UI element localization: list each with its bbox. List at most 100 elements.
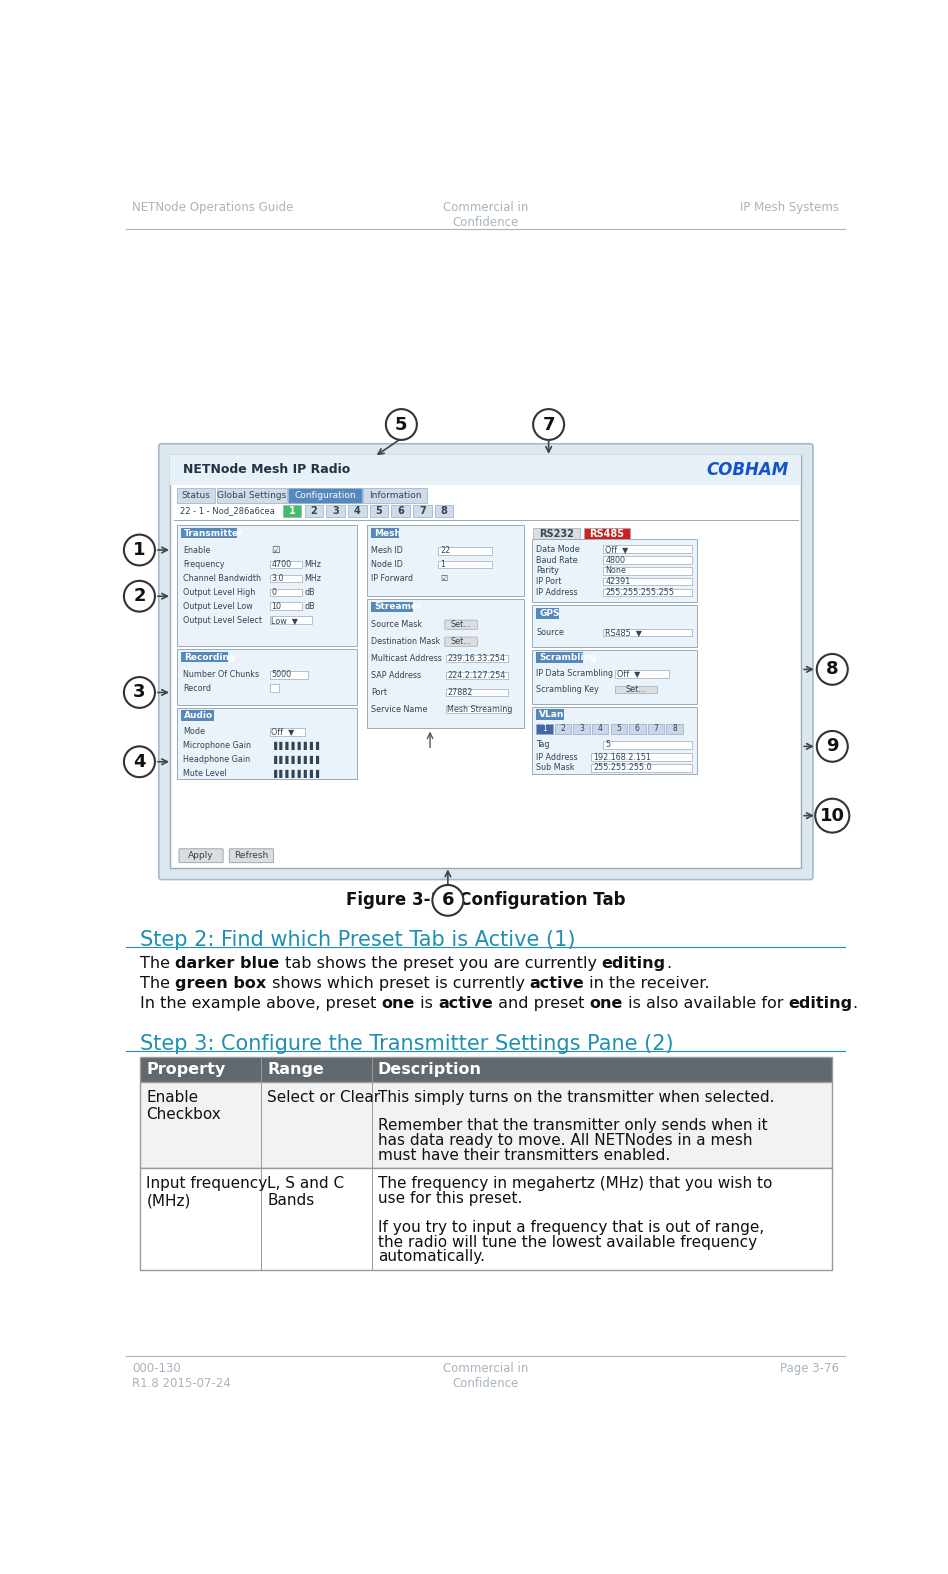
Text: 9: 9 — [826, 737, 839, 756]
Text: Step 3: Configure the Transmitter Settings Pane (2): Step 3: Configure the Transmitter Settin… — [140, 1034, 674, 1055]
Text: Record: Record — [183, 685, 210, 693]
Text: Audio: Audio — [184, 711, 213, 719]
Text: active: active — [438, 996, 493, 1011]
Text: 255.255.255.255: 255.255.255.255 — [605, 587, 674, 597]
FancyBboxPatch shape — [603, 589, 692, 597]
Text: RS485  ▼: RS485 ▼ — [605, 628, 642, 637]
Text: 1: 1 — [440, 560, 446, 570]
Text: The: The — [140, 976, 175, 990]
Text: 7: 7 — [542, 416, 555, 433]
FancyBboxPatch shape — [603, 741, 692, 749]
FancyBboxPatch shape — [603, 545, 692, 552]
Text: 10: 10 — [271, 601, 282, 611]
FancyBboxPatch shape — [269, 617, 312, 623]
Text: Enable
Checkbox: Enable Checkbox — [146, 1089, 221, 1122]
FancyBboxPatch shape — [177, 708, 357, 779]
Text: 8: 8 — [672, 724, 677, 733]
Circle shape — [533, 409, 564, 439]
Text: Mesh Streaming: Mesh Streaming — [447, 705, 513, 715]
Text: 8: 8 — [441, 505, 447, 516]
Text: use for this preset.: use for this preset. — [378, 1190, 522, 1206]
Text: 1: 1 — [289, 505, 296, 516]
Text: Page 3-76: Page 3-76 — [780, 1363, 839, 1376]
Text: Sub Mask: Sub Mask — [537, 763, 574, 773]
Text: .: . — [852, 996, 858, 1011]
Text: L, S and C
Bands: L, S and C Bands — [267, 1176, 344, 1209]
Text: RS485: RS485 — [590, 529, 624, 538]
Text: has data ready to move. All NETNodes in a mesh: has data ready to move. All NETNodes in … — [378, 1133, 753, 1147]
Text: 5: 5 — [395, 416, 408, 433]
Text: in the receiver.: in the receiver. — [585, 976, 710, 990]
Text: Baud Rate: Baud Rate — [537, 556, 578, 565]
FancyBboxPatch shape — [171, 455, 801, 485]
Text: Mesh ID: Mesh ID — [372, 546, 403, 556]
Text: the radio will tune the lowest available frequency: the radio will tune the lowest available… — [378, 1234, 757, 1250]
FancyBboxPatch shape — [533, 606, 697, 647]
Text: IP Address: IP Address — [537, 752, 578, 762]
FancyBboxPatch shape — [574, 724, 590, 733]
Text: 1: 1 — [133, 541, 146, 559]
FancyBboxPatch shape — [269, 671, 308, 678]
Text: IP Forward: IP Forward — [372, 575, 413, 582]
FancyBboxPatch shape — [177, 650, 357, 705]
Text: 0: 0 — [271, 587, 276, 597]
Text: GPS: GPS — [539, 609, 560, 617]
FancyBboxPatch shape — [446, 705, 507, 713]
Text: 7: 7 — [419, 505, 426, 516]
FancyBboxPatch shape — [592, 763, 692, 771]
Text: 2: 2 — [310, 505, 318, 516]
Text: Input frequency
(MHz): Input frequency (MHz) — [146, 1176, 267, 1209]
Text: 22 - 1 - Nod_286a6cea: 22 - 1 - Nod_286a6cea — [180, 507, 275, 515]
FancyBboxPatch shape — [177, 526, 357, 647]
FancyBboxPatch shape — [446, 688, 507, 696]
Text: Remember that the transmitter only sends when it: Remember that the transmitter only sends… — [378, 1118, 768, 1133]
Text: 3: 3 — [133, 683, 146, 702]
Text: Enable: Enable — [183, 546, 210, 556]
FancyBboxPatch shape — [140, 1081, 831, 1168]
FancyBboxPatch shape — [367, 600, 524, 727]
FancyBboxPatch shape — [181, 710, 214, 721]
Text: Mute Level: Mute Level — [183, 768, 227, 778]
Text: Source: Source — [537, 628, 564, 637]
Text: Low  ▼: Low ▼ — [271, 615, 298, 625]
Text: The: The — [140, 955, 175, 971]
Circle shape — [817, 730, 848, 762]
Text: darker blue: darker blue — [175, 955, 280, 971]
FancyBboxPatch shape — [438, 560, 492, 568]
FancyBboxPatch shape — [603, 628, 692, 636]
Text: Commercial in
Confidence: Commercial in Confidence — [443, 201, 529, 230]
Text: shows which preset is currently: shows which preset is currently — [266, 976, 530, 990]
Text: green box: green box — [175, 976, 266, 990]
Text: The frequency in megahertz (MHz) that you wish to: The frequency in megahertz (MHz) that yo… — [378, 1176, 773, 1192]
FancyBboxPatch shape — [159, 444, 812, 880]
FancyBboxPatch shape — [269, 589, 302, 597]
FancyBboxPatch shape — [283, 505, 301, 516]
FancyBboxPatch shape — [533, 707, 697, 774]
Circle shape — [817, 653, 848, 685]
FancyBboxPatch shape — [614, 671, 668, 678]
Text: VLan: VLan — [539, 710, 565, 719]
Text: dB: dB — [304, 601, 315, 611]
FancyBboxPatch shape — [611, 724, 627, 733]
FancyBboxPatch shape — [171, 455, 801, 867]
FancyBboxPatch shape — [217, 488, 286, 504]
FancyBboxPatch shape — [445, 620, 478, 630]
FancyBboxPatch shape — [666, 724, 683, 733]
FancyBboxPatch shape — [438, 546, 492, 554]
Text: 4: 4 — [354, 505, 360, 516]
Circle shape — [124, 535, 155, 565]
Text: Global Settings: Global Settings — [217, 491, 286, 501]
Text: IP Address: IP Address — [537, 587, 578, 597]
Text: NETNode Operations Guide: NETNode Operations Guide — [133, 201, 294, 214]
FancyBboxPatch shape — [603, 556, 692, 563]
FancyBboxPatch shape — [229, 848, 274, 863]
Text: MHz: MHz — [304, 575, 321, 582]
Text: automatically.: automatically. — [378, 1250, 485, 1264]
Text: IP Port: IP Port — [537, 578, 562, 586]
Text: ☑: ☑ — [440, 575, 447, 582]
Text: 4700: 4700 — [271, 560, 291, 570]
FancyBboxPatch shape — [367, 526, 524, 597]
Text: 255.255.255.0: 255.255.255.0 — [593, 763, 652, 773]
Text: Recording: Recording — [184, 653, 236, 661]
Circle shape — [124, 581, 155, 612]
